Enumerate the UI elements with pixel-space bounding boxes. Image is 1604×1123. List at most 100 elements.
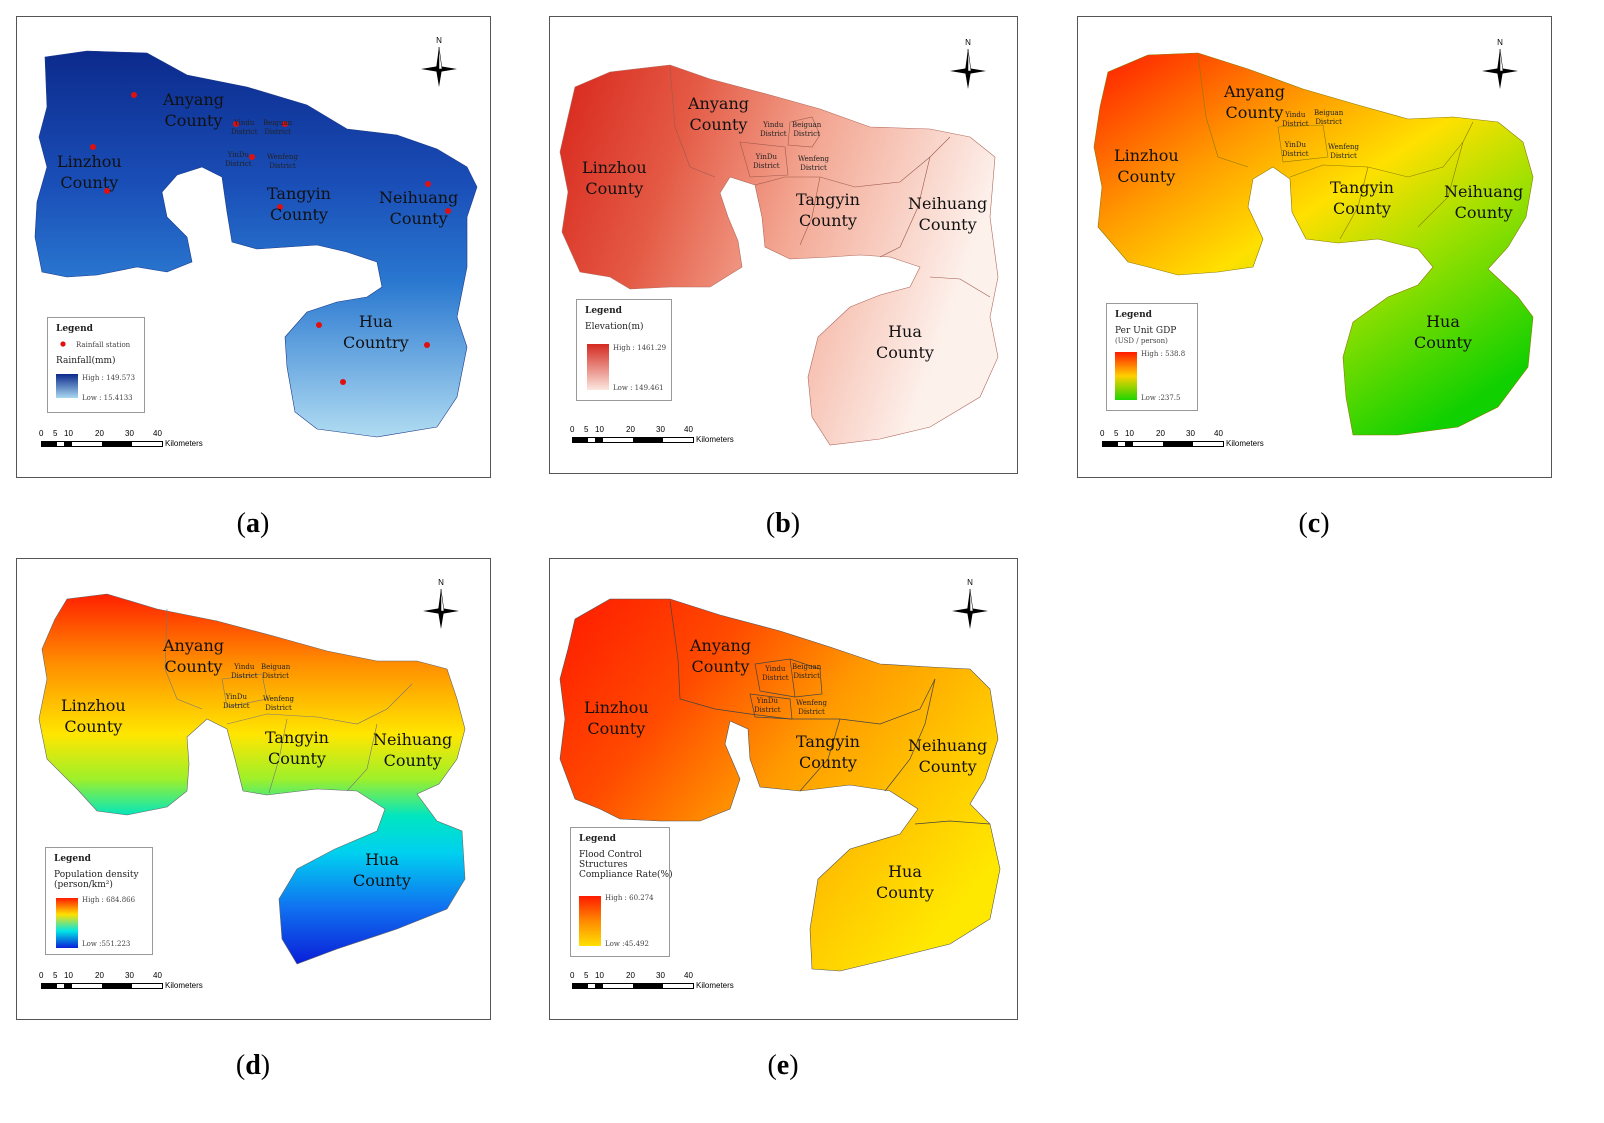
county-label-anyang: Anyang County — [688, 94, 749, 134]
scale-tick-10: 10 — [595, 971, 604, 980]
legend-color-ramp — [56, 374, 78, 398]
scale-tick-40: 40 — [684, 425, 693, 434]
legend-field: Rainfall(mm) — [56, 356, 116, 366]
legend: Legend Elevation(m) High : 1461.29 Low :… — [576, 299, 672, 401]
legend-color-ramp — [587, 344, 609, 390]
scale-unit: Kilometers — [696, 981, 734, 990]
gdp-map — [1093, 52, 1534, 436]
scale-bar: 0 5 10 20 30 40 Kilometers — [568, 971, 748, 995]
compass-icon: N — [950, 38, 986, 89]
scale-bar: 0 5 10 20 30 40 Kilometers — [37, 971, 217, 995]
north-arrow: N — [417, 35, 461, 91]
district-label-yindu2: YinDu District — [223, 693, 250, 710]
county-label-anyang: Anyang County — [1224, 82, 1285, 122]
scale-unit: Kilometers — [165, 981, 203, 990]
district-label-wenfeng: Wenfeng District — [798, 155, 829, 172]
scale-tick-30: 30 — [1186, 429, 1195, 438]
legend-high-value: High : 1461.29 — [613, 344, 667, 352]
county-label-hua: Hua Country — [343, 312, 409, 352]
scale-tick-10: 10 — [595, 425, 604, 434]
region-shape — [559, 64, 999, 446]
scale-tick-10: 10 — [64, 429, 73, 438]
scale-tick-20: 20 — [95, 971, 104, 980]
legend-color-ramp — [1115, 352, 1137, 400]
scale-tick-0: 0 — [570, 425, 575, 434]
north-label: N — [438, 578, 444, 587]
county-label-linzhou: Linzhou County — [57, 152, 122, 192]
station-marker-icon — [60, 341, 66, 347]
county-label-anyang: Anyang County — [163, 636, 224, 676]
district-label-beiguan: Beiguan District — [792, 663, 822, 680]
map-panel-e: N Anyang County Linzhou County Tangyin C… — [549, 558, 1018, 1020]
legend: Legend Population density (person/km²) H… — [45, 847, 153, 955]
scale-bar: 0 5 10 20 30 40 Kilometers — [1098, 429, 1278, 453]
district-label-beiguan: Beiguan District — [792, 121, 822, 138]
district-label-wenfeng: Wenfeng District — [263, 695, 294, 712]
scale-bar: 0 5 10 20 30 40 Kilometers — [568, 425, 748, 449]
map-panel-a: N Anyang County Linzhou County Tangyin C… — [16, 16, 491, 478]
legend-low-value: Low :237.5 — [1141, 394, 1181, 402]
legend-title: Legend — [579, 834, 616, 844]
compass-icon: N — [421, 36, 457, 87]
district-label-beiguan: Beiguan District — [261, 663, 291, 680]
county-label-tangyin: Tangyin County — [265, 728, 329, 768]
caption-e: (e) — [767, 1050, 799, 1081]
scale-tick-20: 20 — [95, 429, 104, 438]
district-label-yindu2: YinDu District — [225, 151, 252, 168]
district-label-beiguan: Beiguan District — [1314, 109, 1344, 126]
legend-field: Elevation(m) — [585, 322, 644, 332]
elevation-map — [559, 64, 999, 446]
district-label-yindu2: YinDu District — [754, 697, 781, 714]
scale-tick-30: 30 — [125, 971, 134, 980]
scale-bar-graphic — [41, 983, 163, 989]
north-label: N — [965, 38, 971, 47]
county-label-hua: Hua County — [1414, 312, 1472, 352]
north-label: N — [1497, 38, 1503, 47]
county-label-neihuang: Neihuang County — [908, 736, 988, 776]
scale-tick-20: 20 — [626, 971, 635, 980]
district-label-yindu2: YinDu District — [753, 153, 780, 170]
county-label-tangyin: Tangyin County — [796, 190, 860, 230]
scale-tick-30: 30 — [656, 971, 665, 980]
north-arrow: N — [1478, 37, 1522, 93]
county-label-tangyin: Tangyin County — [796, 732, 860, 772]
scale-tick-20: 20 — [1156, 429, 1165, 438]
county-label-anyang: Anyang County — [690, 636, 751, 676]
scale-tick-0: 0 — [39, 429, 44, 438]
county-label-tangyin: Tangyin County — [267, 184, 331, 224]
legend-field: Population density (person/km²) — [54, 870, 139, 890]
scale-tick-5: 5 — [53, 429, 58, 438]
legend-high-value: High : 60.274 — [605, 894, 654, 902]
legend-low-value: Low : 149.461 — [613, 384, 664, 392]
county-label-linzhou: Linzhou County — [61, 696, 126, 736]
rainfall-map — [34, 50, 478, 438]
scale-unit: Kilometers — [1226, 439, 1264, 448]
caption-a: (a) — [236, 508, 270, 539]
county-label-anyang: Anyang County — [163, 90, 224, 130]
legend-title: Legend — [1115, 310, 1152, 320]
legend-title: Legend — [56, 324, 93, 334]
county-label-tangyin: Tangyin County — [1330, 178, 1394, 218]
region-shape — [38, 593, 466, 965]
scale-bar: 0 5 10 20 30 40 Kilometers — [37, 429, 217, 453]
scale-tick-0: 0 — [570, 971, 575, 980]
map-panel-b: N Anyang County Linzhou County Tangyin C… — [549, 16, 1018, 474]
legend-color-ramp — [579, 896, 601, 946]
population-density-map — [38, 593, 466, 965]
district-label-wenfeng: Wenfeng District — [796, 699, 827, 716]
scale-tick-20: 20 — [626, 425, 635, 434]
legend-high-value: High : 684.866 — [82, 896, 136, 904]
scale-tick-30: 30 — [656, 425, 665, 434]
north-label: N — [967, 578, 973, 587]
district-label-yindu2: YinDu District — [1282, 141, 1309, 158]
county-label-linzhou: Linzhou County — [584, 698, 649, 738]
county-label-hua: Hua County — [876, 862, 934, 902]
county-label-hua: Hua County — [353, 850, 411, 890]
north-label: N — [436, 36, 442, 45]
legend: Legend Per Unit GDP (USD / person) High … — [1106, 303, 1198, 411]
scale-tick-10: 10 — [1125, 429, 1134, 438]
scale-tick-5: 5 — [1114, 429, 1119, 438]
map-panel-c: N Anyang County Linzhou County Tangyin C… — [1077, 16, 1552, 478]
flood-control-compliance-map — [559, 598, 1001, 972]
district-label-yindu: Yindu District — [1282, 111, 1309, 128]
